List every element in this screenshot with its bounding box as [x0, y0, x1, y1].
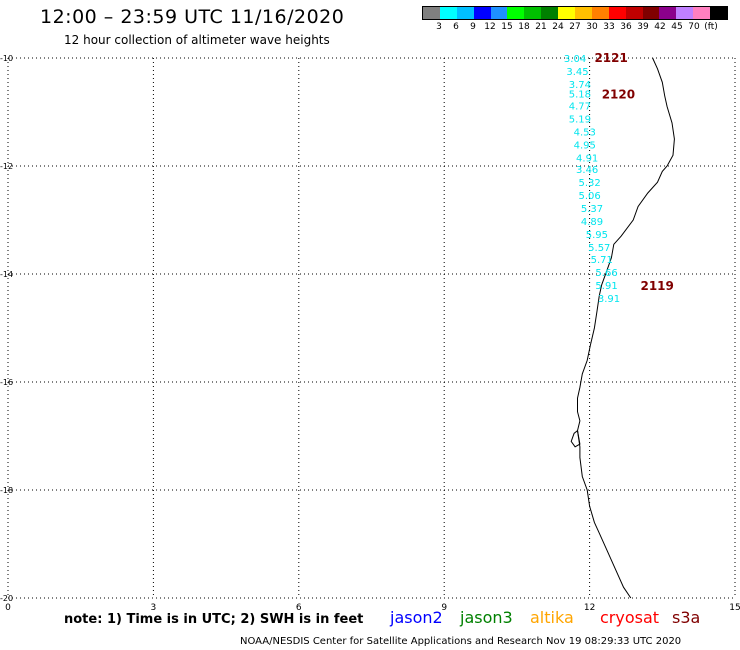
color-swatch-4	[490, 7, 508, 19]
swh-value-label: 5.66	[595, 268, 617, 279]
y-tick-label: -16	[0, 378, 13, 387]
footer-credit: NOAA/NESDIS Center for Satellite Applica…	[240, 636, 682, 647]
color-swatch-7	[541, 7, 559, 19]
satellite-s3a: s3a	[672, 608, 701, 627]
footer-note: note: 1) Time is in UTC; 2) SWH is in fe…	[64, 612, 364, 627]
color-scale-label: 21	[535, 22, 547, 32]
color-scale	[422, 6, 728, 20]
x-tick-label: 3	[151, 603, 157, 613]
x-tick-label: 0	[5, 603, 11, 613]
color-scale-label: 33	[603, 22, 615, 32]
color-scale-label: 9	[470, 22, 476, 32]
color-scale-label: 36	[620, 22, 632, 32]
y-tick-label: -10	[0, 54, 13, 63]
color-swatch-16	[693, 7, 711, 19]
page-title: 12:00 – 23:59 UTC 11/16/2020	[40, 6, 345, 28]
color-scale-label: 70	[688, 22, 700, 32]
color-scale-label: 12	[484, 22, 496, 32]
color-scale-label: 15	[501, 22, 513, 32]
color-swatch-10	[591, 7, 609, 19]
swh-value-label: 4.89	[581, 217, 603, 228]
color-scale-label: 3	[436, 22, 442, 32]
color-swatch-13	[642, 7, 660, 19]
color-scale-labels: 3 6 9 12 15 18 21 24 27 30 33 36 39 42 45 70 (ft)	[422, 22, 740, 34]
satellite-cryosat: cryosat	[600, 608, 660, 627]
color-swatch-2	[456, 7, 474, 19]
color-swatch-0	[423, 7, 440, 19]
color-swatch-9	[575, 7, 592, 19]
x-tick-label: 15	[729, 603, 740, 613]
swh-value-label: 3.46	[576, 165, 598, 176]
color-swatch-6	[524, 7, 542, 19]
color-scale-label: 24	[552, 22, 564, 32]
satellite-jason3: jason3	[460, 608, 513, 627]
swh-value-label: 5.57	[588, 243, 610, 254]
color-swatch-14	[659, 7, 677, 19]
swh-value-label: 4.91	[576, 153, 598, 164]
x-tick-label: 12	[584, 603, 595, 613]
color-scale-label: 30	[586, 22, 598, 32]
x-tick-label: 9	[441, 603, 447, 613]
swh-value-label: 5.19	[569, 114, 591, 125]
swh-value-label: 5.37	[581, 204, 603, 215]
map-grid	[7, 57, 736, 599]
color-scale-label: 27	[569, 22, 581, 32]
color-swatch-5	[507, 7, 525, 19]
swh-value-label: 5.91	[595, 281, 617, 292]
y-tick-label: -14	[0, 270, 13, 279]
color-swatch-1	[439, 7, 457, 19]
pass-number-label: 2119	[640, 279, 673, 293]
swh-value-label: 4.53	[574, 127, 596, 138]
color-swatch-11	[608, 7, 626, 19]
swh-value-label: 5.18	[569, 90, 591, 101]
color-swatch-3	[473, 7, 491, 19]
swh-value-label: 5.95	[586, 230, 608, 241]
color-swatch-15	[676, 7, 694, 19]
y-tick-label: -20	[0, 594, 13, 603]
pass-number-label: 2121	[594, 51, 627, 65]
swh-value-label: 5.71	[591, 255, 613, 266]
color-scale-label: 45	[671, 22, 683, 32]
swh-value-label: 4.95	[574, 140, 596, 151]
swh-value-label: 4.77	[569, 102, 591, 113]
page-subtitle: 12 hour collection of altimeter wave hei…	[64, 33, 330, 47]
color-scale-label: 18	[518, 22, 530, 32]
pass-labels: 2121 2120 2119	[594, 51, 673, 293]
swh-value-label: 3.91	[598, 294, 620, 305]
swh-value-label: 3.45	[566, 67, 588, 78]
satellite-altika: altika	[530, 608, 574, 627]
coastline	[576, 57, 675, 599]
color-swatch-8	[558, 7, 576, 19]
swh-value-label: 3.74	[569, 80, 591, 91]
swh-value-label: 5.06	[578, 191, 600, 202]
swh-value-label: 5.32	[578, 178, 600, 189]
swh-value-label: 3.04	[564, 54, 586, 65]
pass-number-label: 2120	[602, 88, 635, 102]
y-tick-label: -18	[0, 486, 13, 495]
color-scale-label: 39	[637, 22, 649, 32]
color-scale-label: 6	[453, 22, 459, 32]
x-tick-label: 6	[296, 603, 302, 613]
satellite-jason2: jason2	[390, 608, 443, 627]
color-swatch-12	[625, 7, 643, 19]
swh-values: 3.04 3.45 3.745.184.775.19 4.53 4.95 4.913.46…	[564, 54, 620, 305]
color-scale-label: 42	[654, 22, 666, 32]
y-tick-label: -12	[0, 162, 13, 171]
color-scale-label: (ft)	[704, 22, 718, 32]
color-swatch-17	[710, 7, 728, 19]
island-outline	[570, 429, 581, 448]
axis-ticks: 0 3 6 9 12 15 -10 -12 -14 -16 -18 -20	[0, 54, 740, 613]
